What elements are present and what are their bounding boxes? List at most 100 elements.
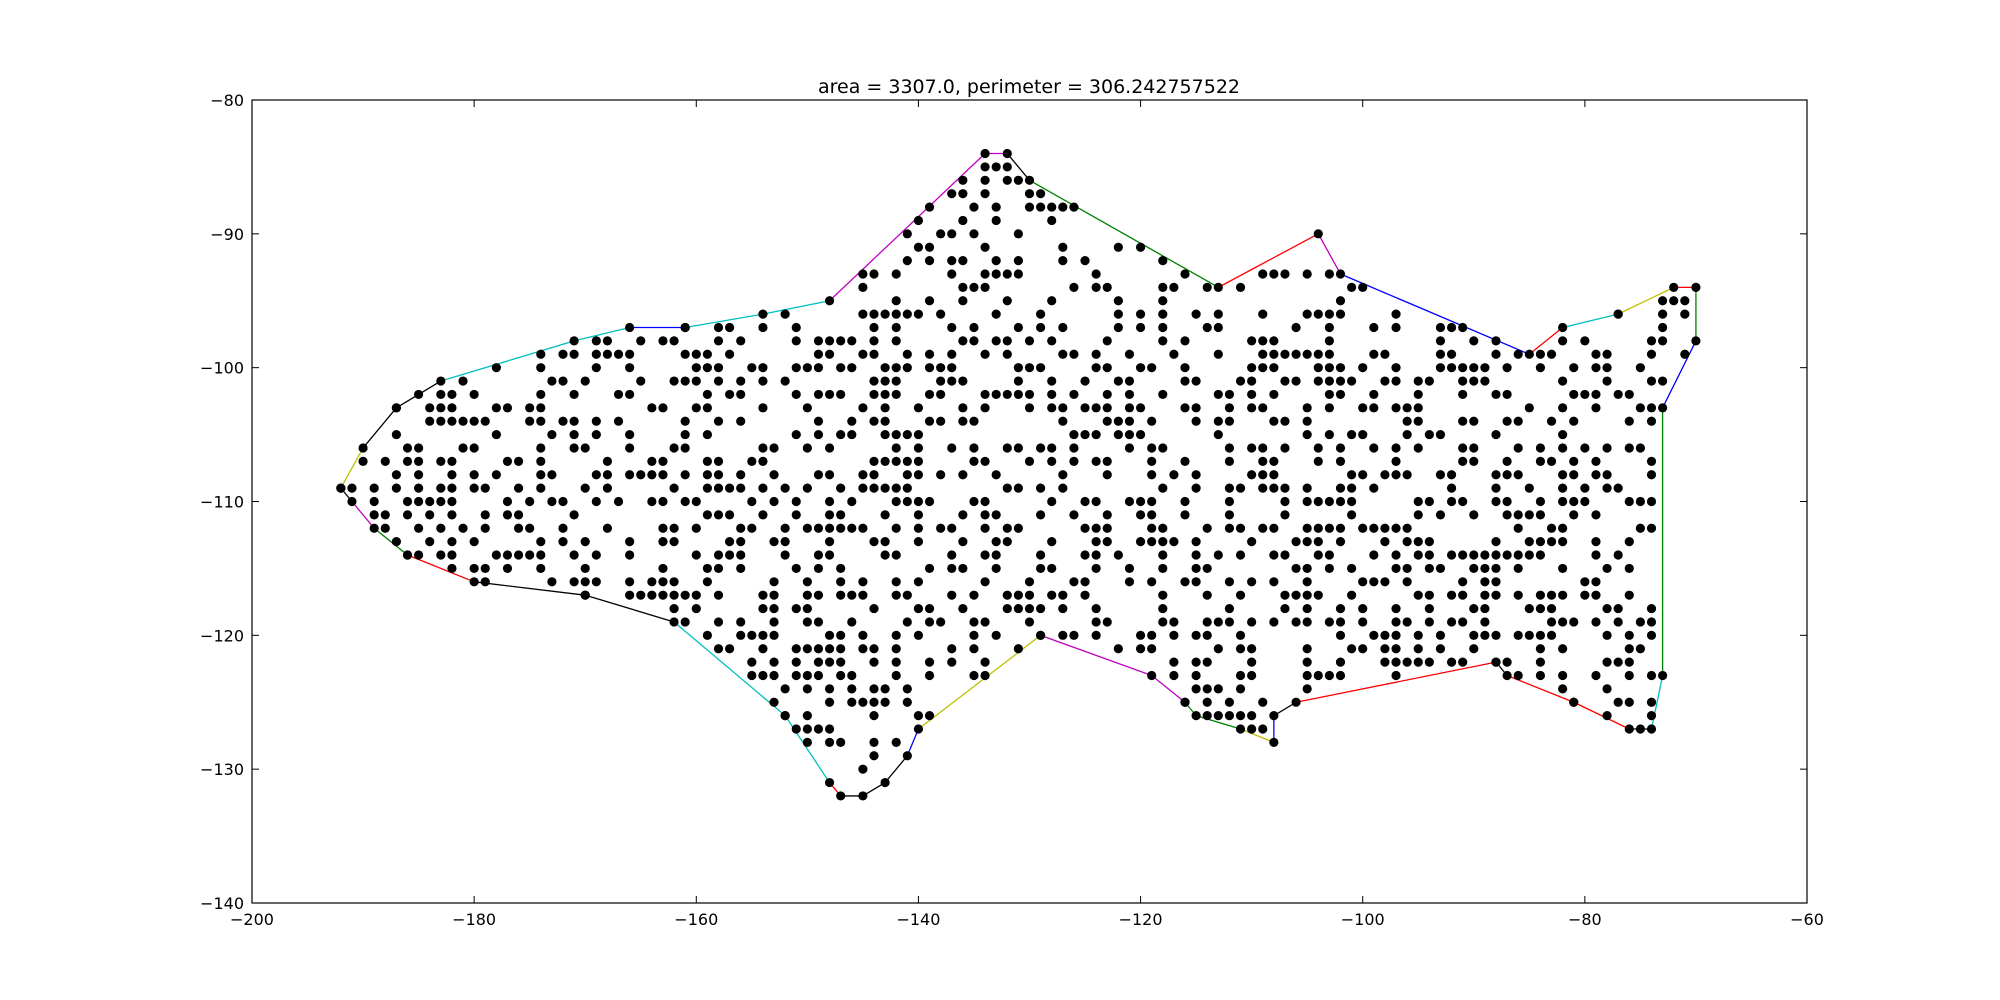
data-point [414,550,424,560]
data-point [669,603,679,614]
data-point [1613,550,1623,560]
data-point [1224,456,1235,466]
data-point [902,256,912,266]
data-point [1391,523,1401,533]
data-point [1269,336,1279,346]
data-point [924,617,935,627]
data-point [458,443,468,453]
data-point [691,496,701,507]
data-point [1558,496,1568,507]
data-point [1291,563,1301,574]
data-point [936,416,946,426]
data-point [591,550,601,560]
data-point [1080,577,1090,587]
data-point [1535,496,1546,507]
data-point [791,657,801,667]
data-point [1546,537,1557,547]
data-point [1646,711,1657,721]
data-point [824,523,835,533]
data-point [824,510,835,520]
data-point [1147,510,1157,520]
data-point [1624,630,1634,640]
data-point [513,483,524,493]
data-point [447,470,457,480]
data-point [1546,617,1557,627]
data-point [1302,496,1312,507]
data-point [1047,443,1057,453]
data-point [1169,630,1179,640]
data-point [1458,577,1468,587]
data-point [869,416,879,426]
data-point [836,670,846,681]
hull-edge [1240,728,1275,744]
data-point [391,429,401,440]
data-point [902,309,912,319]
data-point [1380,577,1390,587]
data-point [869,376,879,386]
data-point [1036,483,1046,493]
data-point [1369,630,1379,640]
data-point [1424,617,1434,627]
data-point [1213,349,1223,359]
data-point [658,577,668,587]
data-point [1646,456,1657,466]
data-point [824,296,835,306]
data-point [1369,483,1379,493]
data-point [1213,322,1223,333]
data-point [1413,416,1423,426]
data-point [1280,443,1290,453]
data-point [1180,577,1190,587]
data-point [891,496,901,507]
data-point [924,296,935,306]
hull-edge [1317,233,1342,275]
data-point [1458,389,1468,400]
data-point [836,737,846,748]
data-point [991,470,1001,480]
data-point [1135,496,1146,507]
data-point [1091,550,1101,560]
data-point [891,429,901,440]
data-point [1047,590,1057,600]
data-point [1058,416,1068,426]
data-point [802,483,812,493]
data-point [1091,630,1101,640]
data-point [1369,389,1379,400]
data-point [1280,550,1290,560]
data-point [1491,389,1501,400]
data-point [1291,697,1301,707]
data-point [1224,389,1235,400]
data-point [1280,269,1290,279]
data-point [947,229,957,239]
data-point [891,269,901,279]
data-point [1535,630,1546,640]
data-point [1191,670,1201,681]
data-point [369,523,379,533]
data-point [969,644,979,654]
data-point [1402,470,1412,480]
data-point [980,148,990,159]
data-point [691,590,701,600]
data-point [1024,617,1035,627]
data-point [1158,563,1168,574]
data-point [491,363,501,373]
data-point [1191,630,1201,640]
data-point [736,483,746,493]
data-point [1247,403,1257,413]
data-point [1558,429,1568,440]
hull-edge [1528,327,1564,355]
data-point [691,603,701,614]
data-point [1635,644,1645,654]
data-point [1291,537,1301,547]
data-point [1513,590,1523,600]
data-point [1424,603,1434,614]
data-point [1080,496,1090,507]
data-point [880,456,890,466]
data-point [880,309,890,319]
data-point [1469,443,1479,453]
data-point [1124,376,1135,386]
data-point [469,416,479,426]
data-point [713,470,724,480]
data-point [1580,483,1590,493]
data-point [802,737,812,748]
